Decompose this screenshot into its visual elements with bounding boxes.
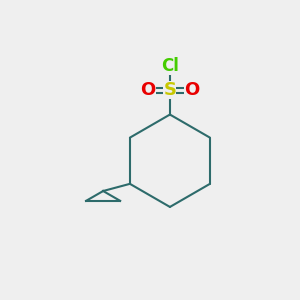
Text: Cl: Cl — [161, 57, 179, 75]
Text: O: O — [184, 81, 200, 99]
Text: S: S — [164, 81, 176, 99]
Text: O: O — [140, 81, 156, 99]
